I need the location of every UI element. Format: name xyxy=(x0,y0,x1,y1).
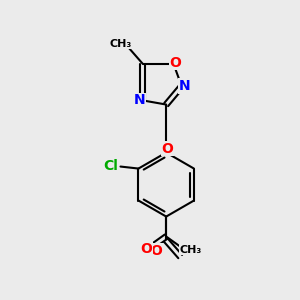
Text: Cl: Cl xyxy=(103,159,118,172)
Text: O: O xyxy=(140,242,152,256)
Text: N: N xyxy=(134,93,146,107)
Text: CH₃: CH₃ xyxy=(179,244,201,255)
Text: O: O xyxy=(169,56,181,70)
Text: CH₃: CH₃ xyxy=(110,39,132,49)
Text: O: O xyxy=(161,142,173,156)
Text: O: O xyxy=(150,244,162,258)
Text: N: N xyxy=(179,79,190,93)
